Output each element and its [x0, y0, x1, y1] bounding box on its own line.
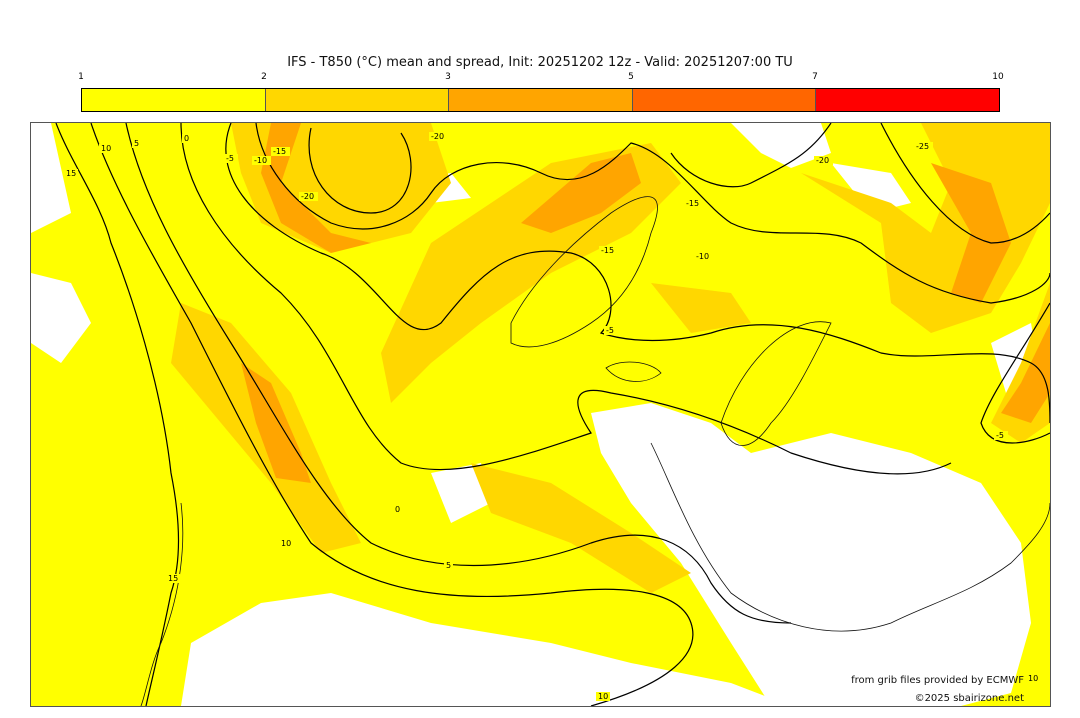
contour-label: -20 [301, 192, 314, 201]
colorbar-segment [265, 89, 450, 111]
contour-label: 15 [168, 574, 178, 583]
contour-label-bg [694, 252, 713, 261]
unshaded-area [731, 123, 831, 168]
contour-label-bg [684, 199, 703, 208]
colorbar-tick: 5 [628, 72, 634, 82]
contour-label: 10 [598, 692, 608, 701]
contour-line [55, 123, 180, 706]
contour-line [308, 127, 412, 214]
temperature-contours [55, 123, 1050, 706]
iceland-coast [605, 361, 662, 382]
colorbar-tick: 3 [445, 72, 451, 82]
contour-line [125, 123, 792, 624]
unshaded-area [31, 123, 71, 233]
contour-label: 10 [281, 539, 291, 548]
contour-label-bg [271, 147, 290, 156]
unshaded-area [31, 273, 91, 363]
contour-label: -15 [601, 246, 614, 255]
contour-labels: 15 10 5 0 -5 -10 -15 -20 -20 -15 -15 -10 -5 -20 -25 -5 0… [64, 132, 1040, 701]
america-coast [140, 502, 184, 706]
colorbar-segment [632, 89, 817, 111]
colorbar-tick: 7 [812, 72, 818, 82]
spread-area-3-5 [521, 153, 641, 233]
unshaded-area [431, 463, 491, 523]
contour-label: 0 [184, 134, 189, 143]
contour-label-bg [299, 192, 318, 201]
contour-label-bg [224, 154, 238, 163]
spread-area-3-5 [241, 363, 311, 483]
colorbar-segment [816, 89, 999, 111]
unshaded-area [831, 163, 911, 213]
spread-area-2-3 [231, 123, 451, 253]
contour-label: -20 [816, 156, 829, 165]
contour-label-bg [99, 144, 113, 153]
contour-label-bg [252, 156, 271, 165]
contour-label: 10 [1028, 674, 1038, 683]
colorbar-tick: 10 [992, 72, 1004, 82]
contour-label-bg [604, 326, 618, 335]
spread-area-2-3 [651, 283, 751, 333]
contour-label-bg [166, 574, 180, 583]
contour-line [225, 123, 1050, 424]
spread-shading [31, 123, 1050, 706]
colorbar-tick: 1 [78, 72, 84, 82]
contour-label: 0 [395, 505, 400, 514]
spread-area-3-5 [1001, 323, 1050, 423]
spread-area-2-3 [801, 123, 1050, 333]
contour-line [880, 123, 1050, 244]
contour-line [90, 123, 694, 706]
spread-area-3-5 [931, 163, 1011, 303]
colorbar-tick: 2 [261, 72, 267, 82]
contour-label: 5 [134, 139, 139, 148]
contour-label: -5 [996, 431, 1004, 440]
contour-label: -15 [273, 147, 286, 156]
contour-label: -5 [606, 326, 614, 335]
contour-label: 5 [446, 561, 451, 570]
contour-label-bg [429, 132, 448, 141]
colorbar [81, 88, 1000, 112]
spread-area-2-3 [471, 463, 691, 593]
colorbar-segment [449, 89, 633, 111]
scandinavia-coast [720, 321, 832, 446]
data-source-credit: from grib files provided by ECMWF [851, 675, 1024, 686]
coastlines [140, 196, 1050, 706]
contour-label-bg [814, 156, 833, 165]
contour-label: -10 [254, 156, 267, 165]
contour-label-bg [444, 561, 453, 570]
contour-line [670, 123, 832, 188]
contour-line [980, 302, 1050, 444]
contour-label-bg [914, 142, 933, 151]
contour-label-bg [132, 139, 141, 148]
map-title: IFS - T850 (°C) mean and spread, Init: 2… [287, 55, 793, 70]
contour-label: -10 [696, 252, 709, 261]
contour-line [180, 123, 952, 475]
contour-label-bg [279, 539, 293, 548]
contour-line [255, 123, 1050, 304]
contour-label-bg [596, 692, 610, 701]
copyright-link[interactable]: ©2025 sbairizone.net [914, 693, 1024, 704]
contour-label: 10 [101, 144, 111, 153]
contour-label: -20 [431, 132, 444, 141]
contour-label-bg [994, 431, 1008, 440]
europe-coast [650, 442, 1050, 632]
contour-label: -25 [916, 142, 929, 151]
contour-label: -5 [226, 154, 234, 163]
contour-label-bg [1026, 674, 1040, 683]
contour-label: 15 [66, 169, 76, 178]
contour-label-bg [599, 246, 618, 255]
contour-label-bg [393, 505, 402, 514]
contour-label: -15 [686, 199, 699, 208]
map-canvas: 15 10 5 0 -5 -10 -15 -20 -20 -15 -15 -10 -5 -20 -25 -5 0… [31, 123, 1050, 706]
unshaded-area [591, 403, 1031, 706]
weather-map[interactable]: 15 10 5 0 -5 -10 -15 -20 -20 -15 -15 -10 -5 -20 -25 -5 0… [30, 122, 1051, 707]
contour-label-bg [64, 169, 78, 178]
colorbar-segment [82, 89, 266, 111]
unshaded-area [181, 593, 791, 706]
greenland-coast [510, 196, 658, 348]
contour-label-bg [182, 134, 191, 143]
